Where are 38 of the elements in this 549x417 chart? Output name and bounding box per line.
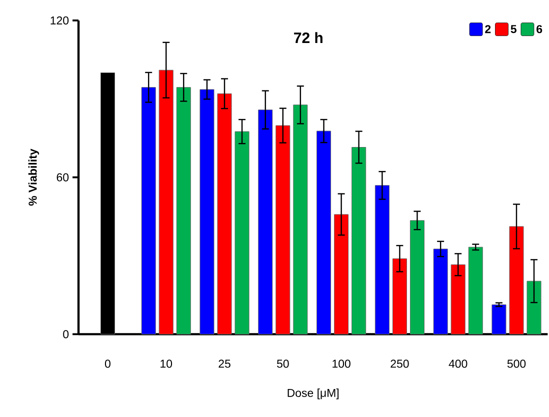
bar [468, 246, 483, 334]
bar [234, 131, 250, 334]
bar [158, 70, 174, 334]
bar [433, 248, 448, 334]
bar [410, 220, 424, 334]
x-tick-label: 0 [104, 360, 110, 368]
bar [217, 93, 232, 334]
bar [492, 304, 506, 334]
y-tick-label: 60 [56, 173, 69, 182]
x-tick-label: 25 [218, 360, 230, 368]
y-axis-title: % Viability [28, 148, 40, 206]
bar [450, 264, 466, 334]
legend-label: 6 [536, 25, 542, 34]
bar [352, 147, 366, 334]
bar [176, 87, 191, 334]
bar [374, 185, 390, 334]
bar [334, 214, 349, 334]
bar [509, 226, 524, 334]
y-tick-label: 120 [50, 16, 69, 25]
x-tick-label: 10 [160, 360, 172, 368]
y-tick-label: 0 [63, 330, 69, 338]
x-tick-label: 500 [507, 360, 526, 368]
bar [316, 130, 332, 334]
legend-label: 5 [510, 25, 516, 34]
bar [276, 125, 290, 334]
text: 72 h [294, 32, 322, 43]
x-tick-label: 250 [390, 360, 409, 368]
x-axis-title: Dose [μM] [288, 388, 339, 400]
x-tick-label: 100 [332, 360, 350, 368]
bar [392, 258, 407, 334]
x-tick-label: 50 [276, 360, 289, 368]
bar [293, 104, 308, 334]
x-tick-label: 400 [448, 360, 468, 368]
legend-label: 2 [485, 25, 491, 34]
bar [258, 110, 273, 334]
bar [200, 89, 214, 334]
bar [141, 87, 156, 334]
bar [526, 280, 542, 334]
